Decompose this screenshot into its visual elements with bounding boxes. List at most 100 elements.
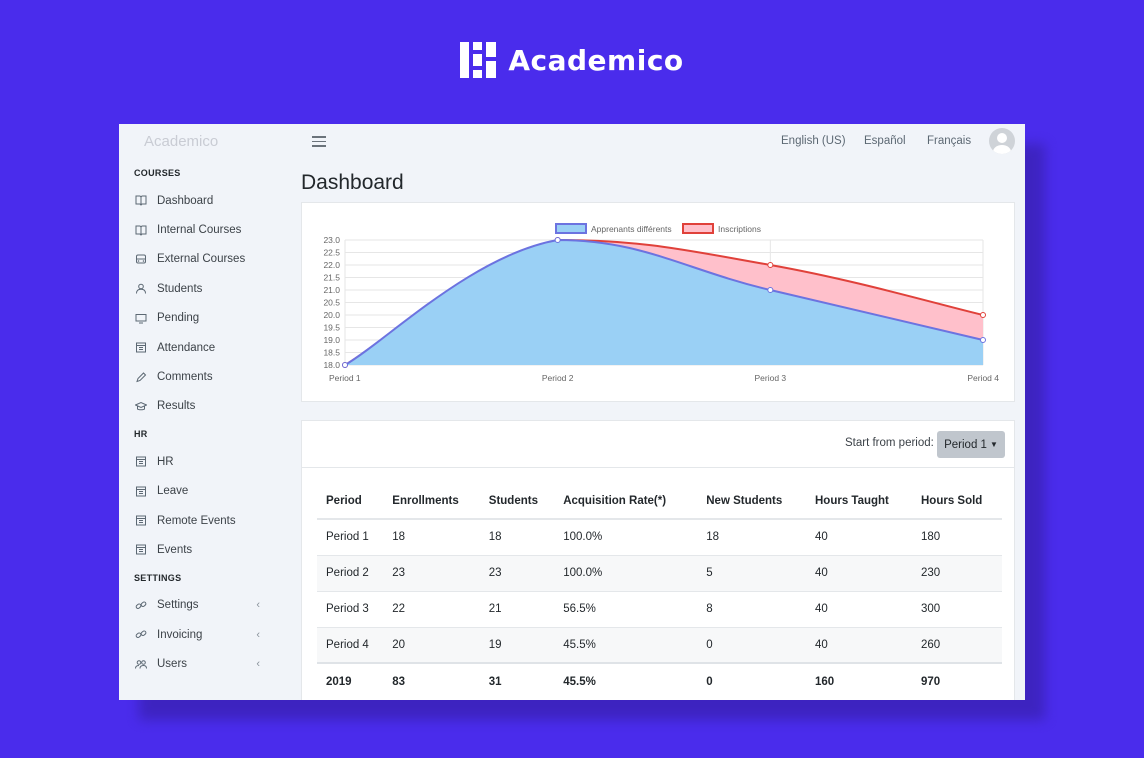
table-cell: 230 [912,554,1002,591]
sidebar-item-hr[interactable]: HR [119,447,284,476]
academico-logo-icon [460,42,497,78]
table-cell: 40 [806,626,912,663]
period-dropdown-value: Period 1 [944,438,987,451]
table-cell: 19 [479,626,555,663]
table-row: Period 2 23 23 100.0% 5 40 230 [317,554,1002,591]
column-header: Acquisition Rate(*) [554,483,698,520]
avatar[interactable] [989,128,1015,154]
table-cell: 2019 [317,662,384,699]
calendar-icon [135,515,147,526]
x-tick-label: Period 1 [329,373,361,383]
table-cell: Period 4 [317,626,384,663]
sidebar: Academico COURSES Dashboard Internal Cours… [119,124,284,700]
sidebar-item-leave[interactable]: Leave [119,477,284,506]
table-cell: Period 2 [317,554,384,591]
sidebar-item-pending[interactable]: Pending [119,304,284,333]
sidebar-item-label: Events [157,543,193,556]
user-icon [135,283,147,294]
sidebar-title[interactable]: Academico [144,133,219,150]
data-point [767,287,774,293]
area-chart: 23.0 22.5 22.0 21.5 21.0 20.5 20.0 19.5 19.0 18.5… [323,223,999,383]
table-cell: 180 [912,518,1002,555]
lang-english[interactable]: English (US) [781,135,846,147]
sidebar-item-label: Internal Courses [157,224,242,237]
data-point [342,362,348,368]
sidebar-item-attendance[interactable]: Attendance [119,333,284,362]
table-cell: 45.5% [554,626,698,663]
sidebar-item-label: Users [157,658,188,671]
lang-french[interactable]: Français [927,135,972,147]
table-cell: 5 [697,554,806,591]
sidebar-item-label: Results [157,400,196,413]
brand-name: Academico [508,43,684,77]
menu-toggle-icon[interactable] [312,136,326,147]
calendar-icon [135,486,147,497]
sidebar-item-label: Pending [157,312,200,325]
table-total-row: 2019 83 31 45.5% 0 160 970 [317,662,1002,699]
sidebar-item-label: Settings [157,599,199,612]
sidebar-item-students[interactable]: Students [119,274,284,303]
sidebar-item-internal-courses[interactable]: Internal Courses [119,215,284,244]
table-cell: 23 [383,554,480,591]
table-cell: 45.5% [554,662,698,699]
table-row: Period 1 18 18 100.0% 18 40 180 [317,518,1002,555]
y-tick-label: 18.5 [323,348,340,358]
table-cell: 83 [383,662,480,699]
sidebar-item-events[interactable]: Events [119,535,284,564]
sidebar-item-settings[interactable]: Settings ‹ [119,591,284,620]
table-cell: 970 [912,662,1002,699]
page-title: Dashboard [301,171,404,194]
y-tick-label: 19.0 [323,335,340,345]
y-tick-label: 18.0 [323,360,340,370]
table-cell: Period 3 [317,590,384,627]
chevron-left-icon: ‹ [256,599,260,612]
sidebar-section-courses: COURSES [134,168,181,178]
chart-card: 23.0 22.5 22.0 21.5 21.0 20.5 20.0 19.5 19.0 18.5… [301,202,1015,402]
table-cell: 40 [806,554,912,591]
sidebar-item-users[interactable]: Users ‹ [119,649,284,678]
table-row: Period 4 20 19 45.5% 0 40 260 [317,626,1002,663]
monitor-icon [135,313,147,324]
table-cell: 8 [697,590,806,627]
calendar-icon [135,544,147,555]
pencil-icon [135,371,147,383]
link-icon [135,629,147,640]
table-cell: 31 [479,662,555,699]
sidebar-item-dashboard[interactable]: Dashboard [119,186,284,215]
chevron-left-icon: ‹ [256,658,260,671]
sidebar-item-label: Leave [157,485,189,498]
sidebar-item-label: Dashboard [157,194,214,207]
sidebar-item-external-courses[interactable]: External Courses [119,245,284,274]
sidebar-item-results[interactable]: Results [119,392,284,421]
sidebar-item-remote-events[interactable]: Remote Events [119,506,284,535]
period-dropdown[interactable]: Period 1 ▼ [937,431,1005,458]
table-cell: 0 [697,626,806,663]
y-tick-label: 21.0 [323,285,340,295]
series-line-apprenants [344,238,984,366]
x-tick-label: Period 4 [967,373,999,383]
lang-spanish[interactable]: Español [864,135,906,147]
y-tick-label: 22.5 [323,248,340,258]
table-cell: 18 [479,518,555,555]
table-cell: 40 [806,518,912,555]
sidebar-nav: COURSES Dashboard Internal Courses External… [119,160,284,679]
y-tick-label: 23.0 [323,235,340,245]
table-cell: 100.0% [554,554,698,591]
column-header: Hours Taught [806,483,912,520]
data-point [554,237,561,243]
period-label: Start from period: [845,437,934,449]
data-point [767,262,774,268]
table-cell: 20 [383,626,480,663]
x-tick-label: Period 2 [542,373,574,383]
sidebar-item-invoicing[interactable]: Invoicing ‹ [119,620,284,649]
y-tick-label: 22.0 [323,260,340,270]
legend-swatch [555,223,587,234]
legend-label: Apprenants différents [591,224,672,234]
stats-table: Period Enrollments Students Acquisition Rat… [317,483,1002,699]
table-cell: Period 1 [317,518,384,555]
y-tick-label: 20.5 [323,298,340,308]
graduation-cap-icon [135,401,147,412]
sidebar-item-comments[interactable]: Comments [119,362,284,391]
sidebar-item-label: External Courses [157,253,246,266]
legend-label: Inscriptions [718,224,761,234]
